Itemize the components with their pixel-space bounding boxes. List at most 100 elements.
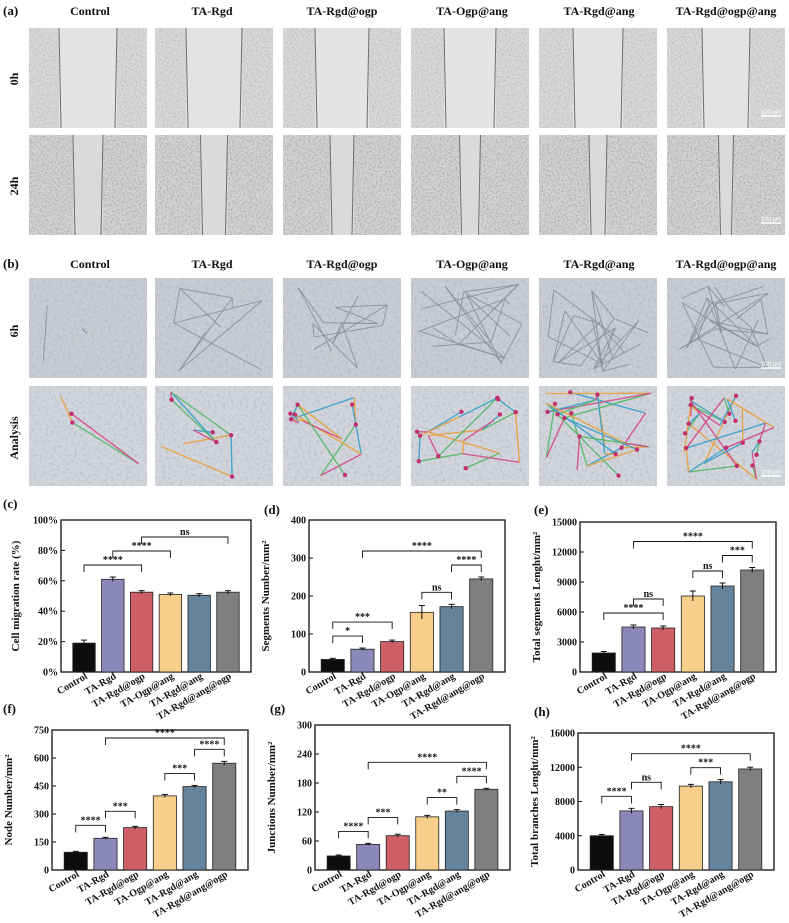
chart-g-ylabel: Junctions Number/mm² (266, 741, 278, 853)
chart-d-sig-bracket-0 (332, 635, 363, 644)
chart-f: (f) 0 150 300 450 600 750 Node Number/mm² Contro… (3, 701, 249, 921)
chart-f-sig-label-2: *** (172, 763, 187, 774)
chart-f-sig-label-4: **** (155, 728, 175, 739)
chart-f-bar-3 (152, 795, 177, 871)
chart-g-ytick: 120 (297, 808, 312, 819)
chart-e-sig-bracket-4 (633, 541, 753, 549)
chart-d-ylabel: Segments Number/mm² (260, 540, 272, 652)
panel-b: (b) Control TA-Rgd TA-Rgd@ogp TA-Ogp@ang… (3, 256, 785, 486)
chart-d-sig-label-3: **** (456, 555, 476, 566)
chart-h-sig-label-2: *** (698, 758, 713, 769)
chart-f-sig-bracket-3 (194, 748, 225, 757)
chart-c-bar-1 (101, 578, 125, 673)
chart-d-ytick: 100 (291, 630, 306, 641)
chart-f-sig-bracket-1 (105, 810, 136, 819)
chart-c-bar-3 (158, 594, 183, 673)
micrograph-b-Analysis-0 (29, 386, 147, 486)
panel-a-col-control: Control (70, 4, 110, 18)
chart-c-ytick: 60% (38, 576, 58, 587)
chart-h-ytick: 4000 (555, 831, 575, 842)
chart-f-sig-label-0: **** (81, 815, 101, 826)
scale-bar-label: 100 μm (761, 217, 781, 223)
chart-g-bar-5 (474, 788, 499, 871)
panel-a-col-ta-rgd-ang: TA-Rgd@ang (564, 4, 635, 18)
chart-g-ytick: 60 (302, 837, 312, 848)
chart-f-ytick: 0 (44, 866, 49, 877)
micrograph-a-0h-1 (155, 27, 273, 129)
micrograph-a-24h-3 (411, 134, 529, 236)
chart-h-ytick: 12000 (550, 763, 575, 774)
chart-d-sig-bracket-3 (451, 564, 482, 572)
chart-e-sig-label-0: **** (623, 603, 643, 614)
chart-e-sig-bracket-3 (722, 555, 753, 563)
chart-f-sig-bracket-4 (105, 737, 225, 745)
chart-e-ytick: 3000 (557, 638, 577, 649)
panel-b-col-control: Control (70, 257, 110, 271)
panel-b-col-ta-rgd-ang: TA-Rgd@ang (564, 257, 635, 271)
chart-d-sig-bracket-4 (362, 550, 482, 558)
chart-e-letter: (e) (534, 502, 548, 517)
chart-c-sig-label-0: **** (103, 555, 123, 566)
panel-b-col-ta-rgd-ogp-ang: TA-Rgd@ogp@ang (676, 257, 777, 271)
micrograph-b-6h-2 (283, 278, 401, 378)
chart-c-bar-2 (129, 591, 154, 673)
chart-c-sig-label-1: **** (132, 541, 152, 552)
chart-f-bar-5 (212, 762, 237, 871)
chart-h: (h) 0 4000 8000 12000 16000 Total branches Len… (529, 704, 775, 921)
panel-a-micrographs: 100 μm 100 μm (29, 27, 785, 236)
panel-a-col-ta-rgd-ogp: TA-Rgd@ogp (307, 4, 378, 18)
chart-g-ytick: 0 (307, 866, 312, 877)
micrograph-b-Analysis-5: 100 μm (667, 386, 785, 486)
micrograph-a-24h-1 (155, 134, 273, 236)
micrograph-b-6h-5: 100 μm (667, 278, 785, 378)
chart-f-ytick: 600 (34, 754, 49, 765)
chart-f-bar-1 (93, 837, 118, 871)
chart-h-ytick: 0 (570, 866, 575, 877)
panel-b-micrographs: 100 μm 100 μm (29, 278, 785, 486)
micrograph-b-6h-4 (539, 278, 657, 378)
chart-g: (g) 0 60 120 180 240 300 Junctions Number/mm² Co… (266, 701, 511, 921)
micrograph-a-0h-0 (29, 27, 147, 129)
chart-h-bar-4 (708, 781, 733, 871)
chart-h-sig-bracket-3 (631, 753, 751, 761)
chart-h-ytick: 8000 (555, 797, 575, 808)
chart-f-letter: (f) (3, 701, 16, 716)
chart-c-bar-5 (216, 591, 240, 673)
panel-a-row-0h: 0h (7, 72, 21, 85)
chart-c-letter: (c) (3, 496, 17, 511)
chart-c-sig-bracket-1 (112, 550, 171, 558)
panel-b-row-analysis: Analysis (7, 416, 21, 460)
chart-g-bar-2 (385, 835, 410, 871)
chart-g-sig-label-4: **** (417, 752, 437, 763)
micrograph-b-Analysis-2 (283, 386, 401, 486)
chart-c-sig-bracket-2 (141, 536, 229, 544)
chart-e-bar-2 (651, 627, 676, 673)
chart-d-sig-bracket-1 (332, 621, 393, 630)
chart-f-ytick: 750 (34, 726, 49, 737)
chart-g-sig-label-3: **** (462, 766, 482, 777)
chart-g-sig-bracket-1 (367, 816, 399, 825)
chart-e-bar-3 (680, 595, 705, 673)
scale-bar-label: 100 μm (761, 470, 781, 476)
chart-g-sig-bracket-3 (456, 775, 487, 784)
chart-h-sig-bracket-1 (631, 781, 662, 790)
chart-g-bar-0 (326, 855, 351, 871)
chart-c-sig-bracket-0 (83, 564, 143, 572)
chart-h-sig-bracket-2 (690, 767, 721, 775)
chart-g-ytick: 300 (297, 721, 312, 732)
micrograph-a-24h-2 (283, 134, 401, 236)
panel-a: (a) Control TA-Rgd TA-Rgd@ogp TA-Ogp@ang… (3, 3, 785, 236)
chart-g-xtick-0: Control (310, 869, 344, 895)
chart-g-sig-label-1: *** (375, 807, 390, 818)
micrograph-a-24h-5: 100 μm (667, 134, 785, 236)
chart-e-bar-0 (591, 652, 616, 673)
micrograph-b-6h-0 (29, 278, 147, 378)
micrograph-a-0h-4 (539, 27, 657, 129)
chart-h-bar-0 (589, 835, 614, 871)
chart-h-ylabel: Total branches Lenght/mm² (529, 735, 541, 866)
chart-d-bar-4 (439, 606, 464, 673)
chart-g-bar-1 (356, 843, 381, 871)
panel-a-row-24h: 24h (7, 176, 21, 195)
chart-g-bar-3 (415, 816, 440, 871)
